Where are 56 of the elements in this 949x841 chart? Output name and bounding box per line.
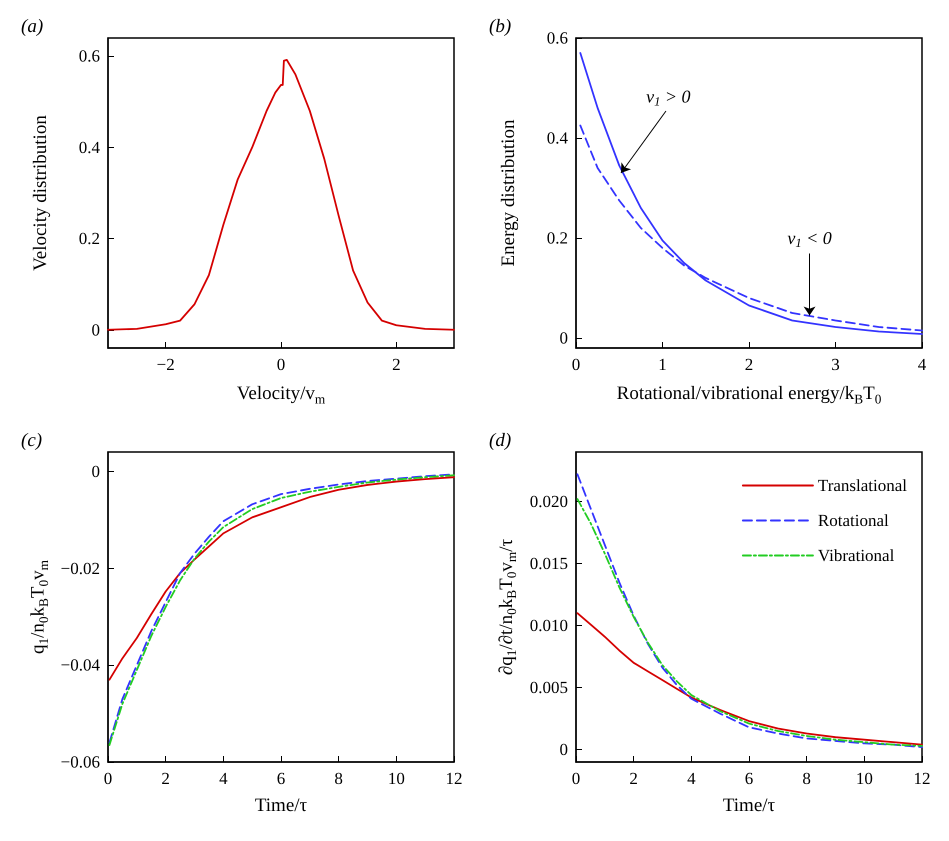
chart-title: (b) — [489, 16, 512, 37]
x-tick-label: −2 — [156, 355, 175, 374]
x-tick-label: 8 — [802, 769, 811, 788]
line-series — [107, 58, 455, 331]
x-tick-label: 0 — [572, 355, 580, 374]
x-tick-label: 4 — [687, 769, 696, 788]
y-tick-label: 0.015 — [530, 554, 568, 574]
chart-title: (c) — [21, 430, 42, 451]
x-tick-label: 4 — [918, 355, 927, 374]
y-axis-title: Velocity distribution — [30, 114, 51, 271]
x-tick-label: 10 — [856, 769, 873, 788]
y-tick-label: 0.2 — [546, 228, 568, 248]
y-tick-label: 0.010 — [530, 616, 568, 636]
y-tick-label: 0 — [560, 328, 568, 348]
y-tick-label: −0.04 — [60, 656, 100, 675]
y-tick-label: 0 — [92, 462, 100, 481]
y-tick-label: −0.02 — [60, 558, 100, 578]
y-tick-label: 0.4 — [546, 128, 568, 148]
y-tick-label: 0 — [560, 740, 568, 760]
x-tick-label: 8 — [334, 769, 343, 788]
y-tick-label: 0.6 — [546, 28, 568, 48]
x-tick-label: 2 — [744, 355, 754, 374]
x-tick-label: 2 — [161, 769, 170, 788]
x-tick-label: 12 — [914, 769, 930, 788]
x-tick-label: 10 — [388, 769, 405, 788]
x-axis-title: Time/τ — [254, 795, 308, 816]
y-tick-label: 0.2 — [78, 229, 100, 248]
y-tick-label: 0.4 — [78, 138, 100, 157]
legend-label: Rotational — [818, 511, 890, 530]
y-tick-label: −0.06 — [60, 752, 100, 772]
y-axis-title: Energy distribution — [498, 119, 519, 266]
x-tick-label: 0 — [104, 769, 112, 788]
x-axis-title: Time/τ — [722, 795, 776, 816]
x-tick-label: 4 — [219, 769, 228, 788]
x-tick-label: 3 — [831, 355, 840, 374]
x-tick-label: 0 — [572, 769, 580, 788]
y-tick-label: 0.020 — [530, 492, 568, 512]
x-tick-label: 2 — [392, 355, 401, 374]
legend-label: Translational — [818, 476, 908, 495]
x-tick-label: 6 — [276, 769, 286, 788]
y-tick-label: 0 — [92, 320, 100, 340]
x-tick-label: 0 — [276, 355, 286, 374]
legend-label: Vibrational — [818, 546, 895, 565]
x-tick-label: 12 — [446, 769, 462, 788]
chart-title: (d) — [489, 430, 512, 451]
text: ∂q1/∂t/n0kBT0vm/τ — [496, 538, 519, 676]
line-series — [579, 52, 923, 335]
y-tick-label: 0.005 — [530, 678, 568, 698]
text: q1/n0kBT0vm — [28, 560, 51, 654]
chart-title: (a) — [21, 16, 44, 37]
line-series — [108, 476, 455, 681]
x-tick-label: 2 — [629, 769, 638, 788]
line-series — [576, 612, 923, 746]
y-tick-label: 0.6 — [78, 46, 100, 66]
x-tick-label: 6 — [744, 769, 754, 788]
x-tick-label: 1 — [658, 355, 667, 374]
